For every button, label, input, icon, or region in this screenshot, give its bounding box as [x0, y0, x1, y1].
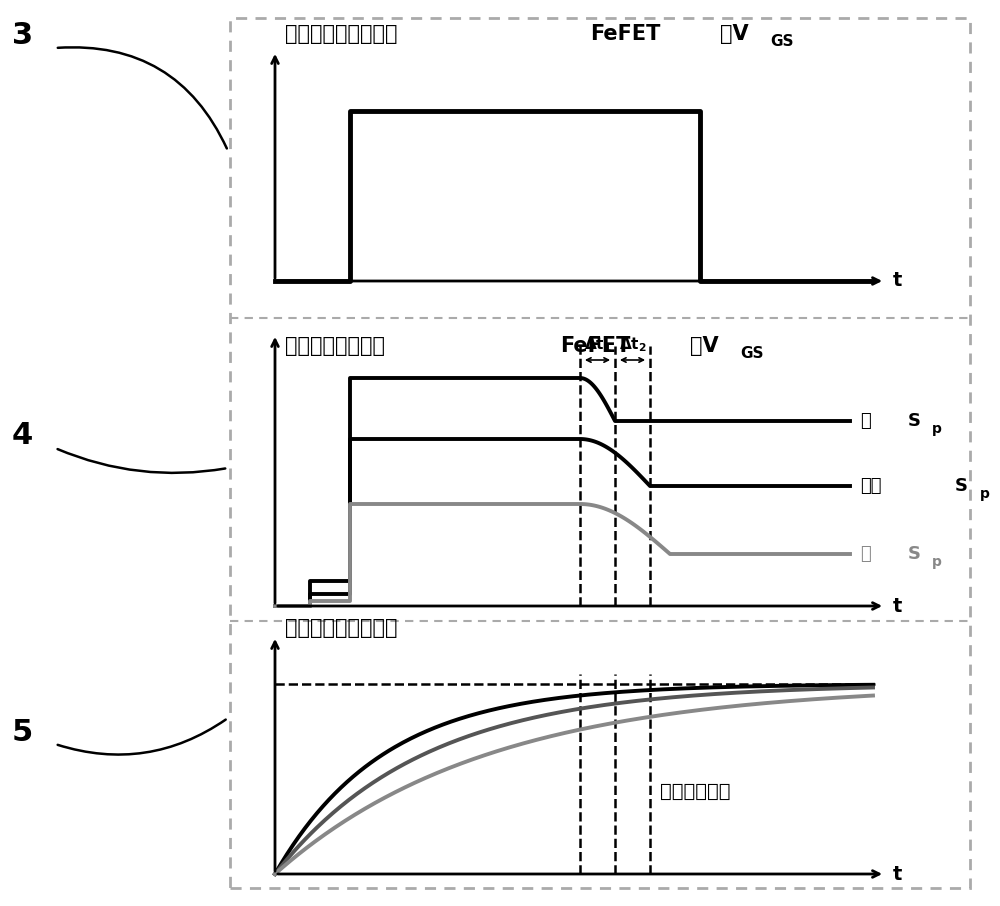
FancyArrowPatch shape: [58, 449, 225, 473]
Text: 的V: 的V: [720, 24, 749, 44]
Text: t: t: [893, 864, 902, 883]
FancyArrowPatch shape: [58, 47, 227, 149]
Text: t: t: [893, 596, 902, 615]
Text: FeFET: FeFET: [590, 24, 660, 44]
Text: p: p: [932, 555, 942, 569]
Text: 高: 高: [860, 412, 871, 430]
Text: 均值: 均值: [860, 477, 882, 495]
Text: 4: 4: [12, 421, 33, 450]
Text: 3: 3: [12, 21, 33, 50]
Text: 传统直接写入方法中: 传统直接写入方法中: [285, 24, 398, 44]
Text: $\mathbf{\Delta t_1}$: $\mathbf{\Delta t_1}$: [584, 335, 611, 354]
Text: p: p: [980, 487, 990, 501]
Text: GS: GS: [740, 346, 764, 361]
Text: S: S: [908, 412, 921, 430]
Text: 5: 5: [12, 718, 33, 747]
Text: S: S: [955, 477, 968, 495]
FancyArrowPatch shape: [58, 719, 226, 755]
Text: 负反馈写入方法中: 负反馈写入方法中: [285, 336, 385, 356]
Text: S: S: [908, 545, 921, 563]
Text: FeFET: FeFET: [560, 336, 630, 356]
Text: $\mathbf{\Delta t_2}$: $\mathbf{\Delta t_2}$: [619, 335, 646, 354]
Text: 极化趋于饱和: 极化趋于饱和: [660, 782, 730, 801]
Text: 铁电层中极化翻转量: 铁电层中极化翻转量: [285, 618, 398, 638]
Text: 低: 低: [860, 545, 871, 563]
Text: t: t: [893, 272, 902, 291]
Bar: [230, 18, 970, 888]
Text: 的V: 的V: [690, 336, 719, 356]
Text: p: p: [932, 422, 942, 436]
Text: GS: GS: [770, 34, 793, 49]
